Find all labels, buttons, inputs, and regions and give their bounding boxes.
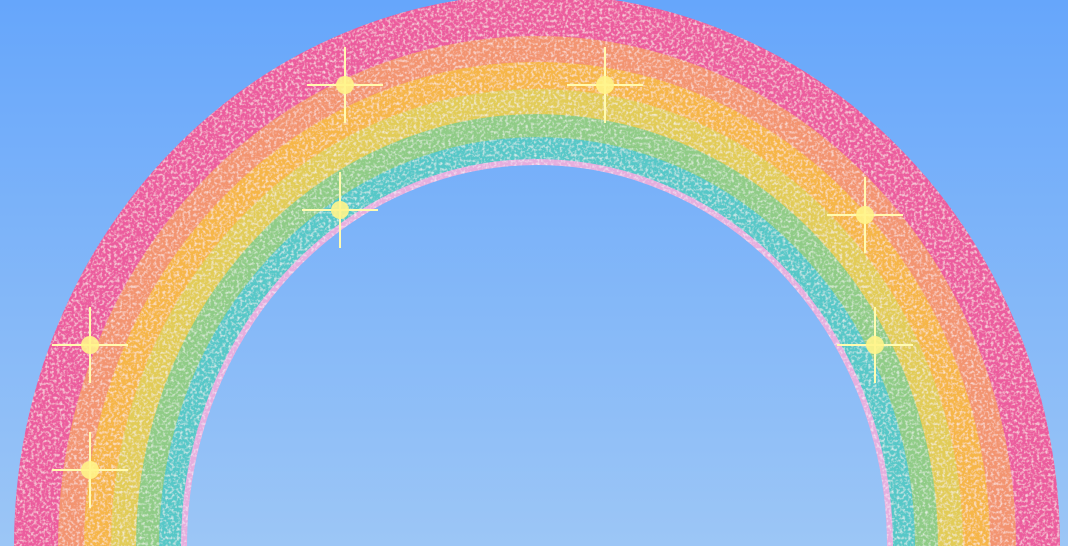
coral-band	[58, 36, 1016, 546]
inner-edge	[181, 159, 893, 546]
cyan-band	[159, 137, 915, 546]
pink-band	[14, 0, 1060, 546]
rainbow-arc	[14, 0, 1060, 546]
orange-band	[84, 62, 990, 546]
yellow-band	[111, 89, 963, 546]
